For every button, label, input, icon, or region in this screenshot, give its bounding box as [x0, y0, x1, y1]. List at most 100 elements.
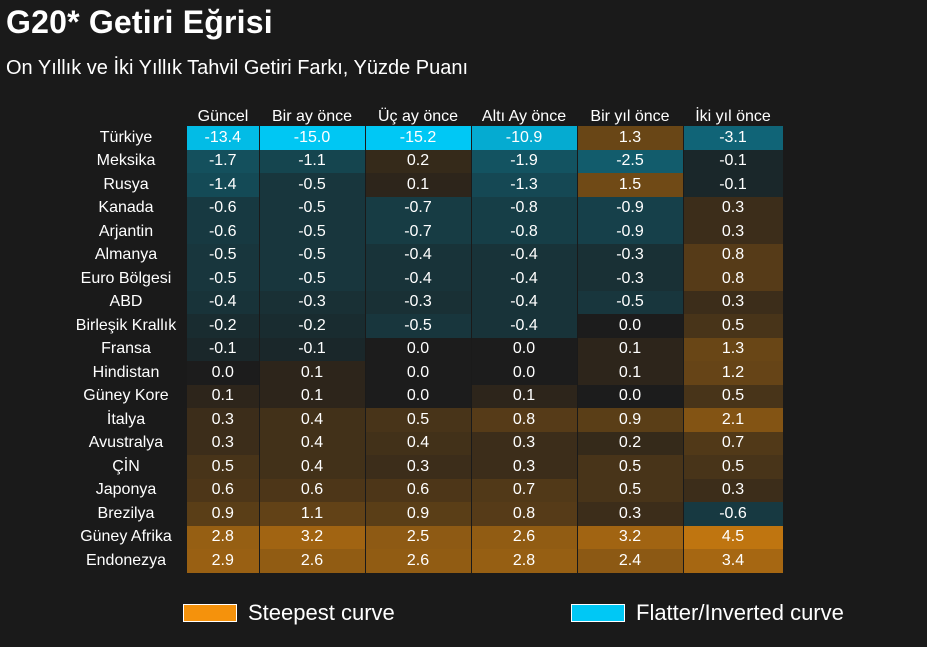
heatmap-row: Japonya 0.6 0.6 0.6 0.7 0.5 0.3 — [65, 478, 784, 502]
column-header: İki yıl önce — [695, 108, 771, 125]
column-header: Altı Ay önce — [481, 108, 567, 125]
heatmap-cell: -0.4 — [471, 243, 578, 267]
heatmap-cell: -0.5 — [259, 196, 366, 220]
heatmap-cell: 0.7 — [471, 478, 578, 502]
heatmap-cell: 0.3 — [577, 502, 684, 526]
heatmap-cell: 0.3 — [365, 455, 472, 479]
heatmap-cell: 0.8 — [471, 502, 578, 526]
heatmap-cell: 2.8 — [471, 549, 578, 573]
heatmap-cell: 3.4 — [683, 549, 784, 573]
heatmap-row: Hindistan 0.0 0.1 0.0 0.0 0.1 1.2 — [65, 361, 784, 385]
heatmap-cell: 0.1 — [187, 384, 260, 408]
heatmap-cell: 2.6 — [365, 549, 472, 573]
heatmap-row: ABD -0.4 -0.3 -0.3 -0.4 -0.5 0.3 — [65, 290, 784, 314]
heatmap-cell: -0.6 — [683, 502, 784, 526]
heatmap-cell: 1.1 — [259, 502, 366, 526]
heatmap-cell: 0.3 — [187, 408, 260, 432]
heatmap-cell: -0.5 — [187, 243, 260, 267]
heatmap-cell: 0.0 — [577, 384, 684, 408]
heatmap-cell: 0.8 — [471, 408, 578, 432]
chart-subtitle: On Yıllık ve İki Yıllık Tahvil Getiri Fa… — [6, 57, 469, 79]
heatmap-cell: -1.9 — [471, 149, 578, 173]
heatmap-cell: 0.8 — [683, 267, 784, 291]
heatmap-body: Türkiye -13.4 -15.0 -15.2 -10.9 1.3 -3.1 Meksik… — [65, 126, 784, 573]
heatmap-row: ÇİN 0.5 0.4 0.3 0.3 0.5 0.5 — [65, 455, 784, 479]
heatmap-cell: -0.1 — [683, 149, 784, 173]
heatmap-cell: 0.0 — [365, 361, 472, 385]
heatmap-cell: 0.9 — [365, 502, 472, 526]
heatmap-cell: 0.1 — [577, 361, 684, 385]
row-label: Endonezya — [85, 551, 167, 569]
heatmap-cell: -0.5 — [365, 314, 472, 338]
heatmap-row: Meksika -1.7 -1.1 0.2 -1.9 -2.5 -0.1 — [65, 149, 784, 173]
heatmap-cell: 0.1 — [471, 384, 578, 408]
heatmap-cell: 2.4 — [577, 549, 684, 573]
heatmap-cell: 0.8 — [683, 243, 784, 267]
heatmap-row: Avustralya 0.3 0.4 0.4 0.3 0.2 0.7 — [65, 431, 784, 455]
heatmap-cell: -0.4 — [365, 243, 472, 267]
heatmap-cell: -15.2 — [365, 126, 472, 150]
heatmap-cell: 0.3 — [471, 455, 578, 479]
heatmap-cell: -10.9 — [471, 126, 578, 150]
heatmap-cell: -0.5 — [259, 243, 366, 267]
row-label: Brezilya — [97, 504, 155, 522]
heatmap-cell: -1.3 — [471, 173, 578, 197]
column-header: Güncel — [197, 108, 249, 125]
heatmap-cell: 0.5 — [683, 384, 784, 408]
row-label: Hindistan — [92, 363, 160, 381]
legend-flat-label: Flatter/Inverted curve — [636, 600, 844, 625]
heatmap-cell: 0.5 — [365, 408, 472, 432]
heatmap-cell: -0.1 — [259, 337, 366, 361]
heatmap-cell: -0.2 — [187, 314, 260, 338]
row-label: ÇİN — [112, 457, 140, 475]
heatmap-cell: -0.3 — [577, 267, 684, 291]
heatmap-cell: 0.3 — [471, 431, 578, 455]
heatmap-table: Güncel Bir ay önce Üç ay önce Altı Ay önce B… — [65, 104, 784, 573]
heatmap-cell: 0.4 — [259, 408, 366, 432]
heatmap-cell: 0.3 — [683, 478, 784, 502]
heatmap-cell: -0.4 — [187, 290, 260, 314]
legend-flat: Flatter/Inverted curve — [571, 600, 844, 626]
heatmap-cell: 0.3 — [683, 290, 784, 314]
heatmap-row: Euro Bölgesi -0.5 -0.5 -0.4 -0.4 -0.3 0.8 — [65, 267, 784, 291]
row-label: Fransa — [101, 340, 151, 358]
heatmap-cell: 0.6 — [259, 478, 366, 502]
heatmap-cell: 0.2 — [577, 431, 684, 455]
heatmap-row: Brezilya 0.9 1.1 0.9 0.8 0.3 -0.6 — [65, 502, 784, 526]
heatmap-cell: 3.2 — [259, 525, 366, 549]
heatmap-cell: -1.7 — [187, 149, 260, 173]
heatmap-cell: 0.3 — [683, 196, 784, 220]
row-label: Avustralya — [88, 434, 164, 452]
corner-cell — [65, 104, 187, 126]
heatmap-cell: -0.3 — [577, 243, 684, 267]
heatmap-cell: -0.5 — [259, 220, 366, 244]
heatmap-cell: 0.0 — [577, 314, 684, 338]
heatmap-row: Rusya -1.4 -0.5 0.1 -1.3 1.5 -0.1 — [65, 173, 784, 197]
heatmap-cell: 0.1 — [259, 384, 366, 408]
heatmap-cell: -1.1 — [259, 149, 366, 173]
heatmap-row: Birleşik Krallık -0.2 -0.2 -0.5 -0.4 0.0 0.5 — [65, 314, 784, 338]
heatmap-cell: 0.5 — [577, 478, 684, 502]
heatmap-cell: -0.7 — [365, 196, 472, 220]
heatmap-cell: 3.2 — [577, 525, 684, 549]
heatmap-cell: 0.3 — [187, 431, 260, 455]
heatmap-cell: -0.1 — [187, 337, 260, 361]
column-header: Bir yıl önce — [590, 108, 670, 125]
heatmap-cell: 0.5 — [577, 455, 684, 479]
heatmap-cell: 1.3 — [683, 337, 784, 361]
heatmap-cell: -0.3 — [259, 290, 366, 314]
column-header: Üç ay önce — [377, 108, 459, 125]
heatmap-cell: 2.6 — [259, 549, 366, 573]
heatmap-cell: 0.4 — [259, 431, 366, 455]
heatmap-cell: -2.5 — [577, 149, 684, 173]
row-label: İtalya — [106, 410, 146, 428]
heatmap-row: Endonezya 2.9 2.6 2.6 2.8 2.4 3.4 — [65, 549, 784, 573]
heatmap-cell: -0.9 — [577, 196, 684, 220]
legend-steep: Steepest curve — [183, 600, 395, 626]
heatmap-cell: 0.5 — [683, 314, 784, 338]
heatmap-cell: 0.0 — [471, 361, 578, 385]
heatmap-cell: 4.5 — [683, 525, 784, 549]
legend-steep-swatch — [183, 604, 237, 622]
heatmap-cell: -0.9 — [577, 220, 684, 244]
heatmap-cell: 1.2 — [683, 361, 784, 385]
